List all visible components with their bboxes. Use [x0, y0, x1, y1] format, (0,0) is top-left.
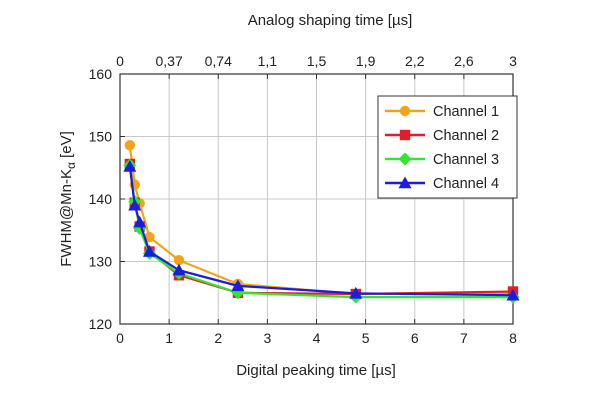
legend-label: Channel 3: [433, 152, 499, 168]
x-tick-label: 6: [411, 330, 419, 346]
legend-marker: [398, 176, 412, 189]
legend-box: [377, 95, 518, 199]
top-x-tick-label: 2,6: [454, 53, 474, 69]
data-point: [142, 245, 156, 257]
data-point: [133, 215, 147, 228]
x-tick-label: 7: [460, 330, 468, 346]
legend-marker: [398, 152, 412, 166]
y-axis-label: FWHM@Mn-Kα [eV]: [58, 131, 78, 267]
legend-marker: [399, 105, 411, 117]
series-4: [123, 160, 520, 301]
top-x-tick-label: 1,9: [356, 53, 376, 69]
data-point: [144, 231, 155, 243]
legend: Channel 1 Channel 2 Channel 3 Channel 4: [377, 95, 518, 199]
data-point: [349, 286, 363, 299]
x-tick-label: 2: [214, 330, 222, 346]
x-tick-label: 3: [263, 330, 271, 346]
y-axis-label-main: FWHM@Mn-K: [58, 169, 75, 267]
y-tick-label: 130: [89, 254, 113, 270]
data-point: [124, 140, 136, 151]
top-x-tick-label: 0: [116, 53, 124, 69]
y-tick-label: 120: [89, 316, 113, 332]
top-x-tick-label: 1,5: [307, 53, 327, 69]
top-x-tick-label: 1,1: [258, 53, 278, 69]
data-point: [173, 255, 185, 266]
x-tick-label: 4: [313, 330, 321, 346]
legend-item-1: Channel 1: [385, 104, 499, 120]
x-tick-label: 5: [362, 330, 370, 346]
y-tick-label: 140: [89, 191, 113, 207]
data-point: [506, 288, 520, 301]
legend-marker: [399, 129, 411, 141]
data-point: [231, 279, 245, 292]
x-axis-label: Digital peaking time [µs]: [236, 362, 396, 379]
x-tick-label: 8: [509, 330, 517, 346]
data-point: [172, 263, 186, 276]
data-point: [123, 160, 137, 172]
y-tick-label: 150: [89, 129, 113, 145]
legend-item-2: Channel 2: [385, 128, 499, 144]
legend-item-3: Channel 3: [385, 152, 499, 168]
top-x-axis-label: Analog shaping time [µs]: [248, 12, 413, 29]
data-point: [128, 198, 142, 211]
top-x-tick-label: 0,37: [156, 53, 183, 69]
top-x-tick-label: 2,2: [405, 53, 425, 69]
y-axis-label-subscript: α: [64, 162, 78, 169]
series: [123, 140, 520, 304]
legend-label: Channel 1: [433, 104, 499, 120]
y-tick-label: 160: [89, 66, 113, 82]
x-tick-label: 1: [165, 330, 173, 346]
legend-label: Channel 2: [433, 128, 499, 144]
legend-item-4: Channel 4: [385, 176, 499, 192]
x-tick-label: 0: [116, 330, 124, 346]
top-x-tick-label: 0,74: [205, 53, 232, 69]
top-x-tick-label: 3: [509, 53, 517, 69]
legend-label: Channel 4: [433, 176, 499, 192]
y-axis-label-unit: [eV]: [58, 131, 75, 162]
